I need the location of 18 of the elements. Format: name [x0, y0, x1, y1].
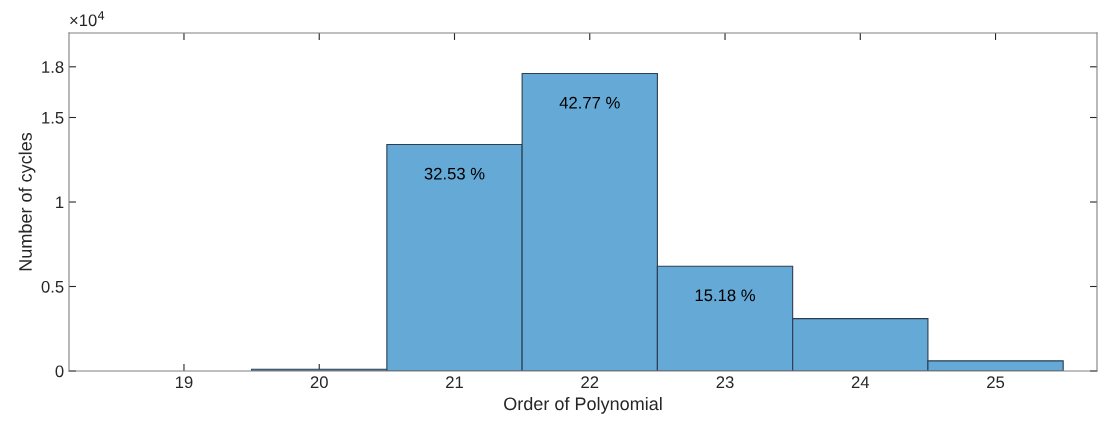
x-tick-label: 24	[851, 376, 870, 388]
annotation: 32.53 %	[424, 167, 485, 180]
text: ×10$^{4}$	[70, 11, 105, 27]
annotation: 15.18 %	[695, 289, 756, 302]
x-tick-label: 25	[987, 376, 1005, 389]
y-tick-label: 0	[55, 365, 64, 378]
y-axis-title: Number of cycles	[18, 132, 36, 271]
x-tick-label: 20	[310, 376, 328, 389]
annotation: 42.77 %	[559, 96, 620, 109]
y-tick-label: 1.8	[42, 61, 64, 73]
x-tick-label: 19	[175, 376, 193, 389]
x-axis-title: Order of Polynomial	[504, 396, 662, 414]
x-tick-label: 22	[581, 376, 599, 388]
y-tick-label: 1	[56, 196, 64, 209]
y-tick-label: 0.5	[41, 280, 64, 293]
x-tick-label: 23	[716, 376, 734, 389]
x-tick-label: 21	[446, 376, 463, 388]
y-tick-label: 1.5	[42, 112, 64, 124]
